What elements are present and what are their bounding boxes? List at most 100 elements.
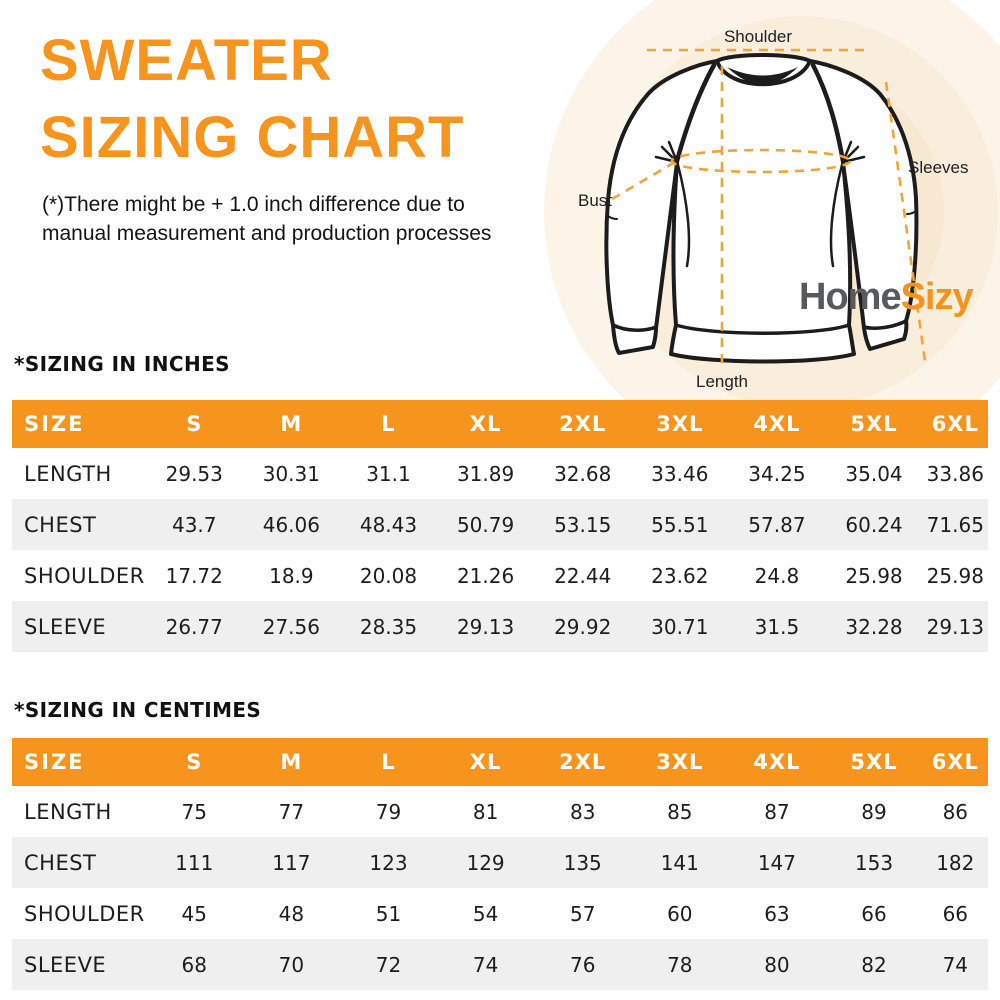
col-header-2xl: 2XL <box>559 412 607 436</box>
brand-logo: HomeSizy <box>799 276 973 318</box>
value-cell: 81 <box>472 799 499 824</box>
col-header-xl: XL <box>469 750 502 774</box>
value-cell: 24.8 <box>754 563 800 588</box>
value-cell: 68 <box>181 952 207 977</box>
value-cell: 87 <box>764 799 790 824</box>
value-cell: 25.98 <box>926 563 984 588</box>
measurement-lines <box>611 48 927 363</box>
value-cell: 129 <box>466 850 505 875</box>
value-cell: 141 <box>660 850 699 875</box>
page-title: SWEATER SIZING CHART <box>40 22 464 176</box>
row-label: SLEEVE <box>24 614 107 639</box>
value-cell: 46.06 <box>262 512 320 537</box>
table-row-length: LENGTH 75 77 79 81 83 85 87 89 86 <box>12 786 988 837</box>
value-cell: 27.56 <box>262 614 320 639</box>
value-cell: 48 <box>278 901 305 926</box>
disclaimer-text: (*)There might be + 1.0 inch difference … <box>42 190 491 248</box>
col-header-5xl: 5XL <box>850 750 898 774</box>
col-header-s: S <box>186 750 203 774</box>
value-cell: 51 <box>375 901 402 926</box>
length-label: Length <box>696 372 748 391</box>
value-cell: 117 <box>272 850 311 875</box>
col-header-6xl: 6XL <box>931 750 979 774</box>
value-cell: 77 <box>278 799 305 824</box>
table-row-chest: CHEST 43.7 46.06 48.43 50.79 53.15 55.51… <box>12 499 988 550</box>
value-cell: 66 <box>861 901 887 926</box>
col-header-m: M <box>280 412 303 436</box>
value-cell: 30.71 <box>651 614 709 639</box>
value-cell: 83 <box>569 799 596 824</box>
value-cell: 43.7 <box>171 512 217 537</box>
value-cell: 82 <box>861 952 887 977</box>
value-cell: 123 <box>369 850 408 875</box>
value-cell: 147 <box>757 850 796 875</box>
value-cell: 29.13 <box>926 614 984 639</box>
value-cell: 60.24 <box>845 512 903 537</box>
value-cell: 31.89 <box>456 461 515 486</box>
value-cell: 34.25 <box>748 461 806 486</box>
value-cell: 54 <box>472 901 499 926</box>
col-header-m: M <box>280 750 303 774</box>
shoulder-label: Shoulder <box>724 27 792 46</box>
value-cell: 75 <box>181 799 207 824</box>
value-cell: 35.04 <box>845 461 903 486</box>
value-cell: 70 <box>278 952 305 977</box>
table-row-length: LENGTH 29.53 30.31 31.1 31.89 32.68 33.4… <box>12 448 988 499</box>
disclaimer-line1: (*)There might be + 1.0 inch difference … <box>42 193 465 216</box>
value-cell: 55.51 <box>651 512 709 537</box>
value-cell: 20.08 <box>359 563 418 588</box>
table-header-row: SIZE S M L XL 2XL 3XL 4XL 5XL 6XL <box>12 400 988 448</box>
col-header-6xl: 6XL <box>931 412 979 436</box>
value-cell: 85 <box>667 799 693 824</box>
value-cell: 31.1 <box>366 461 411 486</box>
col-header-4xl: 4XL <box>753 750 801 774</box>
value-cell: 26.77 <box>165 614 223 639</box>
value-cell: 33.46 <box>651 461 709 486</box>
col-header-l: L <box>381 750 396 774</box>
value-cell: 22.44 <box>554 563 612 588</box>
value-cell: 45 <box>181 901 207 926</box>
value-cell: 153 <box>854 850 894 875</box>
page-title-line1: SWEATER <box>40 28 333 93</box>
value-cell: 29.13 <box>456 614 515 639</box>
row-label: CHEST <box>24 512 97 537</box>
section-title-centimes: *SIZING IN CENTIMES <box>14 698 262 722</box>
value-cell: 63 <box>764 901 790 926</box>
value-cell: 57.87 <box>748 512 806 537</box>
disclaimer-line2: manual measurement and production proces… <box>42 222 492 245</box>
table-header-row: SIZE S M L XL 2XL 3XL 4XL 5XL 6XL <box>12 738 988 786</box>
value-cell: 28.35 <box>359 614 418 639</box>
value-cell: 50.79 <box>456 512 515 537</box>
col-header-3xl: 3XL <box>656 750 704 774</box>
value-cell: 71.65 <box>926 512 984 537</box>
value-cell: 17.72 <box>165 563 223 588</box>
logo-part-home: Home <box>799 276 901 318</box>
value-cell: 74 <box>942 952 969 977</box>
value-cell: 66 <box>942 901 969 926</box>
row-label: SHOULDER <box>24 901 145 926</box>
sizing-table-centimes: SIZE S M L XL 2XL 3XL 4XL 5XL 6XL LENGTH… <box>12 738 988 990</box>
value-cell: 21.26 <box>456 563 515 588</box>
value-cell: 18.9 <box>269 563 314 588</box>
col-header-l: L <box>381 412 396 436</box>
sizing-table-inches: SIZE S M L XL 2XL 3XL 4XL 5XL 6XL LENGTH… <box>12 400 988 652</box>
logo-part-sizy: Sizy <box>901 276 974 318</box>
col-header-2xl: 2XL <box>559 750 607 774</box>
hero-section: Shoulder Bust Sleeves Length HomeSizy SW… <box>0 0 1000 400</box>
col-header-xl: XL <box>469 412 502 436</box>
value-cell: 30.31 <box>262 461 320 486</box>
value-cell: 182 <box>936 850 975 875</box>
sweater-measurement-diagram: Shoulder Bust Sleeves Length HomeSizy <box>544 0 1000 400</box>
value-cell: 23.62 <box>651 563 709 588</box>
table-row-shoulder: SHOULDER 17.72 18.9 20.08 21.26 22.44 23… <box>12 550 988 601</box>
value-cell: 86 <box>942 799 969 824</box>
bust-label: Bust <box>578 191 612 210</box>
value-cell: 79 <box>375 799 402 824</box>
value-cell: 72 <box>375 952 402 977</box>
col-header-3xl: 3XL <box>656 412 704 436</box>
col-header-4xl: 4XL <box>753 412 801 436</box>
section-title-inches: *SIZING IN INCHES <box>14 352 230 376</box>
bust-pointer-line <box>611 160 676 201</box>
row-label: SLEEVE <box>24 952 107 977</box>
value-cell: 48.43 <box>359 512 418 537</box>
